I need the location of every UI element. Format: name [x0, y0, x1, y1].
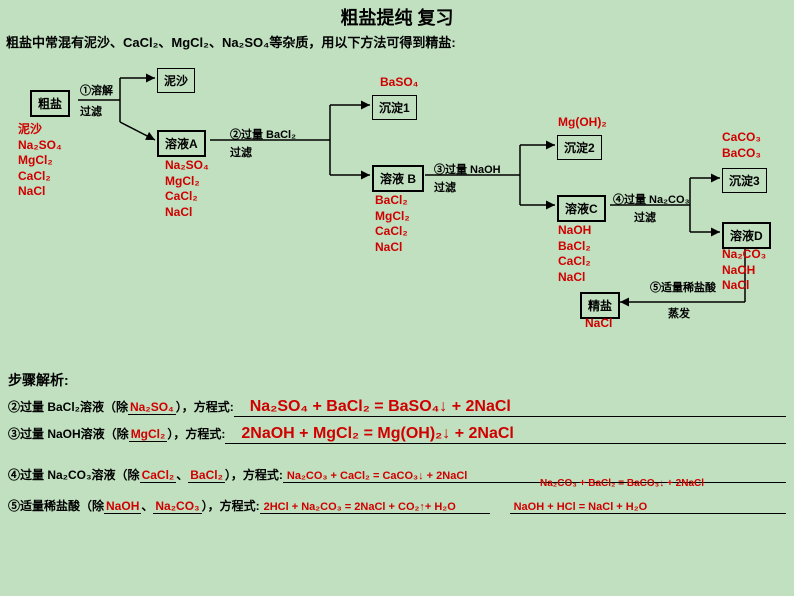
edge-na2co3: ④过量 Na₂CO₃: [613, 191, 690, 207]
steps-section: 步骤解析: ②过量 BaCl₂溶液（除 Na₂SO₄ ），方程式: Na₂SO₄…: [8, 370, 786, 522]
step5-eq2: NaOH + HCl = NaCl + H₂O: [510, 501, 786, 514]
node-solB: 溶液 B: [372, 165, 424, 192]
step4-fill1: CaCl₂: [140, 468, 177, 483]
step3-fill: MgCl₂: [129, 427, 168, 442]
comp-solA: Na₂SO₄ MgCl₂ CaCl₂ NaCl: [165, 158, 209, 220]
label-baso4: BaSO₄: [380, 75, 418, 91]
edge-filter1: 过滤: [80, 103, 102, 119]
step2-mid: ），方程式:: [176, 398, 234, 415]
step-3: ③过量 NaOH溶液（除 MgCl₂ ），方程式: 2NaOH + MgCl₂ …: [8, 425, 786, 444]
edge-filter3: 过滤: [434, 179, 456, 195]
node-mud: 泥沙: [157, 68, 195, 93]
step3-mid: ），方程式:: [167, 425, 225, 442]
edge-naoh: ③过量 NaOH: [434, 161, 501, 177]
edge-filter2: 过滤: [230, 144, 252, 160]
step2-prefix: ②过量 BaCl₂溶液（除: [8, 398, 128, 415]
comp-solD: Na₂CO₃ NaOH NaCl: [722, 247, 766, 294]
step2-eq: Na₂SO₄ + BaCl₂ = BaSO₄↓ + 2NaCl: [234, 398, 786, 417]
node-solA: 溶液A: [157, 130, 206, 157]
edge-dissolve: ①溶解: [80, 82, 113, 98]
step5-fill1: NaOH: [104, 499, 141, 514]
comp-crude: 泥沙 Na₂SO₄ MgCl₂ CaCl₂ NaCl: [18, 122, 62, 200]
step5-eq1: 2HCl + Na₂CO₃ = 2NaCl + CO₂↑+ H₂O: [260, 501, 490, 514]
edge-bacl2: ②过量 BaCl₂: [230, 126, 296, 142]
node-ppt3: 沉淀3: [722, 168, 767, 193]
step4-eq2: Na₂CO₃ + BaCl₂ = BaCO₃↓ + 2NaCl: [540, 478, 704, 489]
comp-solB: BaCl₂ MgCl₂ CaCl₂ NaCl: [375, 193, 410, 255]
node-solD: 溶液D: [722, 222, 771, 249]
comp-solC: NaOH BaCl₂ CaCl₂ NaCl: [558, 223, 591, 285]
step3-prefix: ③过量 NaOH溶液（除: [8, 425, 129, 442]
step5-mid: ），方程式:: [202, 497, 260, 514]
edge-filter4: 过滤: [634, 209, 656, 225]
node-refined: 精盐: [580, 292, 620, 319]
page-title: 粗盐提纯 复习: [0, 0, 794, 30]
step5-fill2: Na₂CO₃: [153, 499, 201, 514]
step5-prefix: ⑤适量稀盐酸（除: [8, 497, 104, 514]
node-ppt1: 沉淀1: [372, 95, 417, 120]
step3-eq: 2NaOH + MgCl₂ = Mg(OH)₂↓ + 2NaCl: [225, 425, 786, 444]
node-crude: 粗盐: [30, 90, 70, 117]
step4-fill2: BaCl₂: [188, 468, 225, 483]
step-5: ⑤适量稀盐酸（除 NaOH 、 Na₂CO₃ ），方程式: 2HCl + Na₂…: [8, 497, 786, 514]
comp-ppt3: CaCO₃ BaCO₃: [722, 130, 761, 161]
step4-eq1: Na₂CO₃ + CaCl₂ = CaCO₃↓ + 2NaCl: [283, 470, 786, 483]
steps-header: 步骤解析:: [8, 370, 786, 390]
step4-prefix: ④过量 Na₂CO₃溶液（除: [8, 466, 140, 483]
step2-fill: Na₂SO₄: [128, 400, 176, 415]
edge-hcl: ⑤适量稀盐酸: [650, 279, 716, 295]
node-solC: 溶液C: [557, 195, 606, 222]
step4-mid: ），方程式:: [225, 466, 283, 483]
label-mgoh2: Mg(OH)₂: [558, 115, 607, 131]
subtitle: 粗盐中常混有泥沙、CaCl₂、MgCl₂、Na₂SO₄等杂质，用以下方法可得到精…: [0, 30, 794, 53]
node-ppt2: 沉淀2: [557, 135, 602, 160]
edge-evap: 蒸发: [668, 305, 690, 321]
comp-refined: NaCl: [585, 316, 612, 332]
step-2: ②过量 BaCl₂溶液（除 Na₂SO₄ ），方程式: Na₂SO₄ + BaC…: [8, 398, 786, 417]
